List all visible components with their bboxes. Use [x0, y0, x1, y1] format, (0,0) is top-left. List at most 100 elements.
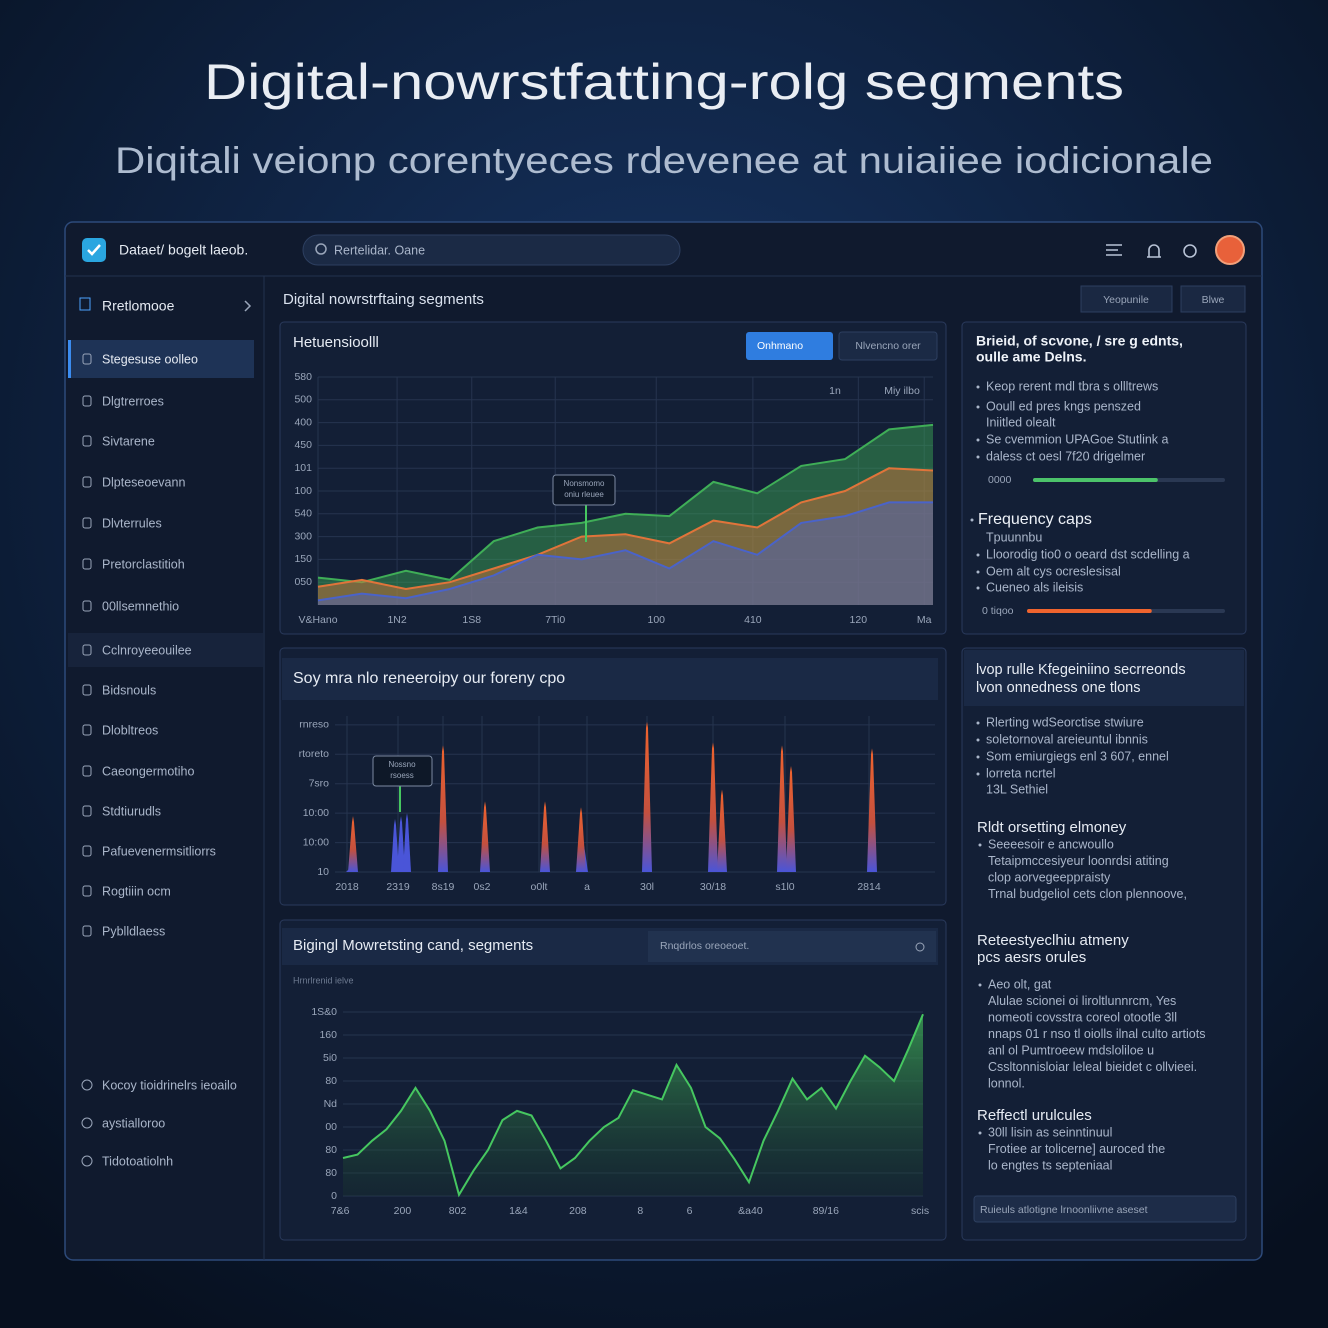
- bullet: [976, 772, 980, 776]
- search-box[interactable]: [302, 234, 681, 266]
- sidebar-item: Cclnroyeeouilee: [102, 643, 192, 657]
- x-tick-label: s1l0: [775, 881, 794, 893]
- panel-line: nomeoti covsstra coreol otootle 3ll: [988, 1010, 1177, 1024]
- item-icon: [82, 558, 92, 570]
- sidebar-heading: Rretlomooe: [102, 298, 175, 314]
- bullet: [978, 983, 982, 987]
- tooltip-text: oniu rleuee: [564, 490, 604, 499]
- x-tick-label: 89/16: [813, 1205, 839, 1217]
- panel-line: Som emiurgiegs enl 3 607, ennel: [986, 749, 1169, 763]
- y-tick-label: 10: [317, 866, 329, 878]
- y-tick-label: 0: [331, 1190, 337, 1202]
- settings-icon[interactable]: [1183, 244, 1197, 258]
- panel-heading: lvop rulle Kfegeiniino secrreonds: [976, 662, 1186, 678]
- tooltip-text: Nossno: [388, 760, 416, 769]
- item-icon: [82, 517, 92, 529]
- page-title: Digital-nowrstfatting-rolg segments: [204, 54, 1124, 110]
- y-tick-label: 10:00: [303, 807, 329, 819]
- legend-label: Miy ilbo: [884, 385, 920, 397]
- x-tick-label: &a40: [738, 1205, 763, 1217]
- spike: [576, 807, 586, 872]
- x-tick-label: 120: [850, 614, 868, 626]
- x-tick-label: o0lt: [531, 881, 548, 893]
- panel-line: lorreta ncrtel: [986, 766, 1055, 780]
- button-label: Nlvencno orer: [855, 340, 921, 352]
- progress-fill: [1033, 478, 1158, 482]
- panel-line: lonnol.: [988, 1076, 1025, 1090]
- panel-line: lo engtes ts septeniaal: [988, 1158, 1112, 1172]
- menu-icon[interactable]: [1106, 244, 1122, 256]
- chevron[interactable]: [244, 300, 252, 312]
- y-tick-label: 400: [294, 416, 312, 428]
- y-tick-label: 300: [294, 530, 312, 542]
- bullet: [978, 1131, 982, 1135]
- tooltip: [372, 755, 433, 787]
- x-tick-label: a: [584, 881, 590, 893]
- bell-icon[interactable]: [1147, 244, 1161, 258]
- chart-title: Soy mra nlo reneeroipy our foreny cpo: [293, 670, 565, 687]
- x-tick-label: 30l: [640, 881, 654, 893]
- x-tick-label: 802: [449, 1205, 467, 1217]
- area: [318, 502, 933, 605]
- x-tick-label: 410: [744, 614, 762, 626]
- panel-line: Cssltonnisloiar leleal bieidet c ollviee…: [988, 1060, 1197, 1074]
- rules-panel: [961, 647, 1247, 1241]
- sidebar-footer-item: aystialloroo: [102, 1116, 165, 1130]
- x-tick-label: 208: [569, 1205, 587, 1217]
- spike: [867, 748, 877, 872]
- area: [318, 468, 933, 605]
- dynamic-layer: Stegesuse oolleo Dlgtrerroes Sivtarene Dlpt…: [81, 331, 1225, 1217]
- item-icon: [82, 805, 92, 817]
- tooltip-text: Nonsmomo: [564, 479, 605, 488]
- y-tick-label: 7sro: [309, 777, 330, 789]
- item-icon: [82, 684, 92, 696]
- avatar[interactable]: [1215, 235, 1245, 265]
- sidebar-item: Bidsnouls: [102, 683, 156, 697]
- panel-heading: Brieid, of scvone, / sre g ednts,: [976, 333, 1183, 349]
- button[interactable]: [1080, 285, 1173, 313]
- button[interactable]: [1180, 285, 1246, 313]
- x-tick-label: 0s2: [474, 881, 491, 893]
- bullet: [976, 553, 980, 557]
- x-tick-label: 1N2: [387, 614, 406, 626]
- panel-line: daless ct oesl 7f20 drigelmer: [986, 449, 1145, 463]
- panel-line: Tpuunnbu: [986, 530, 1042, 544]
- item-icon: [82, 724, 92, 736]
- progress-label: 0000: [988, 474, 1012, 486]
- item-icon: [82, 845, 92, 857]
- y-tick-label: 540: [294, 508, 312, 520]
- bullet: [976, 586, 980, 590]
- y-tick-label: 101: [294, 462, 312, 474]
- sidebar-item: Sivtarene: [102, 434, 155, 448]
- sidebar-item: Caeongermotiho: [102, 764, 194, 778]
- dropdown[interactable]: [746, 332, 833, 360]
- dropdown-label: Onhmano: [757, 340, 803, 352]
- y-tick-label: 80: [325, 1167, 337, 1179]
- content-title: Digital nowrstrftaing segments: [283, 291, 484, 308]
- x-tick-label: scis: [911, 1205, 929, 1217]
- panel-heading: lvon onnedness one tlons: [976, 680, 1140, 696]
- bullet: [970, 518, 974, 522]
- chart-search[interactable]: [648, 931, 936, 962]
- sidebar-item: 00llsemnethio: [102, 599, 179, 613]
- panel-line: Ooull ed pres kngs penszed: [986, 399, 1141, 413]
- panel-line: Oem alt cys ocreslesisal: [986, 564, 1121, 578]
- spike: [786, 766, 796, 872]
- chart-title: Hetuensioolll: [293, 334, 379, 351]
- rules-input[interactable]: [973, 1195, 1237, 1223]
- panel-line: Cueneo als ileisis: [986, 580, 1083, 594]
- line: [317, 467, 934, 591]
- chart-title: Bigingl Mowretsting cand, segments: [293, 937, 533, 954]
- panel-line: Aeo olt, gat: [988, 977, 1052, 991]
- panel-line: soletornoval areieuntul ibnnis: [986, 732, 1148, 746]
- legend-label: 1n: [829, 385, 841, 397]
- search-icon: [315, 243, 327, 255]
- sidebar-item: Stdtiurudls: [102, 804, 161, 818]
- button[interactable]: [838, 331, 938, 361]
- item-icon: [82, 395, 92, 407]
- panel-line: 13L Sethiel: [986, 782, 1048, 796]
- active-item-bg: [68, 340, 254, 378]
- active-item-bar: [68, 340, 71, 378]
- spike: [717, 789, 727, 872]
